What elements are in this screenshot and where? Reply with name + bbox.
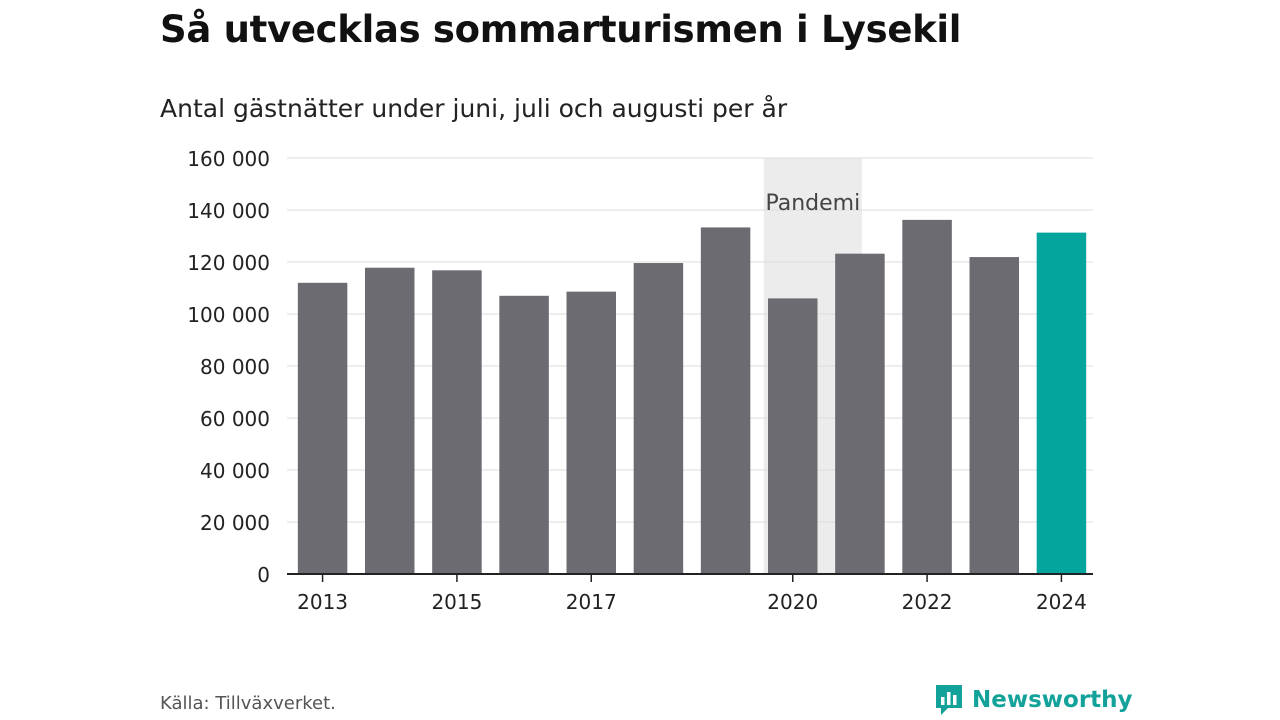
y-tick-label: 160 000 [187, 147, 270, 171]
x-tick-label: 2017 [566, 590, 617, 614]
bar-2023 [969, 257, 1019, 574]
bar-2014 [365, 267, 415, 574]
x-tick-label: 2024 [1036, 590, 1087, 614]
source-note: Källa: Tillväxverket. [160, 693, 336, 714]
x-tick-label: 2015 [431, 590, 482, 614]
bar-2013 [297, 282, 348, 574]
brand: Newsworthy [934, 683, 1133, 717]
bar-2018 [633, 263, 684, 574]
y-tick-label: 20 000 [200, 511, 270, 535]
bar-2020 [768, 298, 818, 574]
bar-2024 [1036, 232, 1087, 574]
brand-name: Newsworthy [972, 687, 1133, 713]
y-tick-label: 60 000 [200, 407, 270, 431]
bar-2021 [835, 253, 885, 574]
annotation-label: Pandemi [765, 191, 860, 216]
y-tick-label: 40 000 [200, 459, 270, 483]
x-tick-label: 2013 [297, 590, 348, 614]
y-tick-label: 0 [257, 563, 270, 587]
bar-2017 [566, 291, 616, 574]
chart-title: Så utvecklas sommarturismen i Lysekil [160, 8, 962, 51]
bar-2016 [499, 295, 549, 574]
y-tick-label: 120 000 [187, 251, 270, 275]
x-tick-label: 2020 [767, 590, 818, 614]
y-tick-label: 140 000 [187, 199, 270, 223]
bar-2022 [902, 219, 952, 574]
y-tick-label: 100 000 [187, 303, 270, 327]
newsworthy-logo-icon [936, 685, 962, 715]
bar-2019 [700, 227, 751, 575]
chart-subtitle: Antal gästnätter under juni, juli och au… [160, 94, 788, 123]
x-tick-label: 2022 [902, 590, 953, 614]
bar-2015 [432, 270, 482, 574]
y-tick-label: 80 000 [200, 355, 270, 379]
